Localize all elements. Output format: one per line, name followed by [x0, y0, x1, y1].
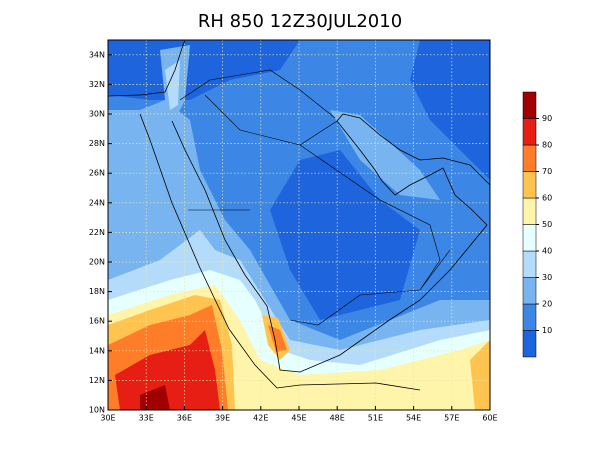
- colorbar-box: [522, 197, 537, 225]
- colorbar-label: 70: [542, 167, 552, 176]
- colorbar-label: 90: [542, 114, 552, 123]
- longitude-label: 54E: [406, 414, 421, 423]
- longitude-label: 60E: [482, 414, 497, 423]
- latitude-label: 34N: [89, 50, 105, 59]
- latitude-label: 28N: [89, 139, 105, 148]
- colorbar-box: [522, 330, 537, 358]
- contour-fill: [165, 60, 180, 110]
- contour-fill: [115, 330, 220, 410]
- longitude-label: 57E: [444, 414, 459, 423]
- longitude-label: 42E: [253, 414, 268, 423]
- colorbar-box: [522, 144, 537, 172]
- colorbar-label: 60: [542, 194, 552, 203]
- latitude-label: 10N: [89, 406, 105, 415]
- coastline: [342, 113, 490, 186]
- contour-fill: [140, 385, 170, 410]
- colorbar-box: [522, 91, 537, 119]
- border: [179, 69, 451, 326]
- longitude-label: 39E: [215, 414, 230, 423]
- colorbar-label: 80: [542, 141, 552, 150]
- latitude-label: 16N: [89, 317, 105, 326]
- longitude-label: 30E: [100, 414, 115, 423]
- latitude-label: 20N: [89, 258, 105, 267]
- contour-fill: [330, 110, 440, 200]
- contour-fill: [270, 150, 420, 320]
- latitude-label: 32N: [89, 80, 105, 89]
- latitude-label: 26N: [89, 169, 105, 178]
- colorbar-label: 10: [542, 326, 552, 335]
- colorbar-box: [522, 303, 537, 331]
- colorbar-label: 50: [542, 220, 552, 229]
- longitude-label: 45E: [291, 414, 306, 423]
- latitude-label: 22N: [89, 228, 105, 237]
- coastline: [171, 113, 488, 373]
- colorbar: 10 20 30 40 50 60 70 80 90: [522, 91, 552, 358]
- coastline: [108, 40, 186, 97]
- colorbar-label: 20: [542, 300, 552, 309]
- colorbar-box: [522, 118, 537, 146]
- colorbar-box: [522, 224, 537, 252]
- colorbar-box: [522, 277, 537, 305]
- contour-fill: [410, 40, 490, 180]
- longitude-label: 51E: [368, 414, 383, 423]
- colorbar-label: 30: [542, 273, 552, 282]
- latitude-label: 24N: [89, 198, 105, 207]
- coastline: [139, 113, 421, 391]
- latitude-label: 30N: [89, 110, 105, 119]
- contour-fill: [470, 340, 490, 410]
- longitude-label: 48E: [330, 414, 345, 423]
- contour-field: [108, 40, 490, 410]
- latitude-label: 12N: [89, 376, 105, 385]
- longitude-label: 36E: [177, 414, 192, 423]
- latitude-label: 18N: [89, 287, 105, 296]
- colorbar-box: [522, 250, 537, 278]
- coastlines: [108, 40, 490, 391]
- colorbar-label: 40: [542, 247, 552, 256]
- longitude-label: 33E: [139, 414, 154, 423]
- colorbar-box: [522, 171, 537, 199]
- latitude-label: 14N: [89, 346, 105, 355]
- title: RH 850 12Z30JUL2010: [198, 11, 402, 32]
